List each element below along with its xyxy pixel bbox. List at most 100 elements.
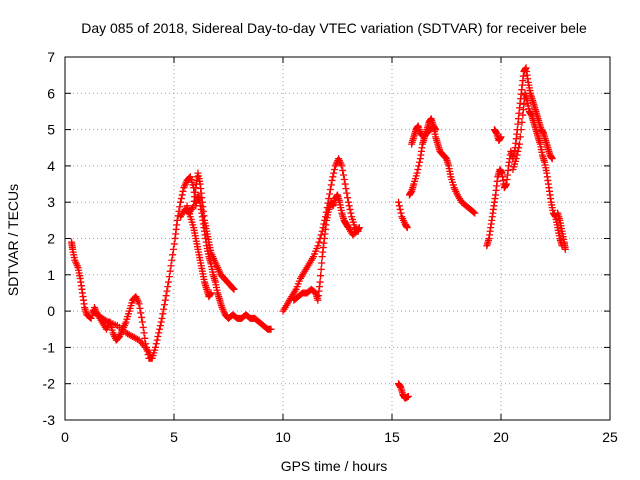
data-point — [318, 259, 326, 267]
data-point — [403, 224, 411, 232]
data-point — [315, 238, 323, 246]
data-point — [432, 126, 440, 134]
data-point — [316, 278, 324, 286]
x-tick-label: 5 — [170, 429, 178, 445]
data-point — [163, 287, 171, 295]
data-point — [169, 245, 177, 253]
data-point — [329, 173, 337, 181]
data-point — [151, 343, 159, 351]
data-point — [517, 126, 525, 134]
y-tick-label: 5 — [47, 122, 55, 138]
data-point — [156, 325, 164, 333]
data-point — [178, 191, 186, 199]
data-point — [154, 333, 162, 341]
x-tick-label: 20 — [493, 429, 509, 445]
data-point — [515, 144, 523, 152]
axis-ticks: 0 5 10 15 20 25 -3 -2 -1 0 1 2 3 4 5 6 7 — [43, 49, 618, 445]
data-point — [328, 176, 336, 184]
data-point — [415, 162, 423, 170]
data-point — [153, 336, 161, 344]
data-point — [314, 242, 322, 250]
y-tick-label: 6 — [47, 85, 55, 101]
y-tick-label: 0 — [47, 303, 55, 319]
data-point — [342, 185, 350, 193]
data-point — [177, 195, 185, 203]
data-point — [327, 181, 335, 189]
data-point — [135, 300, 143, 308]
plot-frame — [64, 56, 611, 421]
data-point — [346, 205, 354, 213]
y-tick-label: 3 — [47, 194, 55, 210]
data-point — [160, 305, 168, 313]
data-point — [159, 310, 167, 318]
data-point — [158, 314, 166, 322]
data-point — [169, 251, 177, 259]
data-point — [138, 318, 146, 326]
data-point — [165, 273, 173, 281]
y-axis-label: SDTVAR / TECUs — [5, 184, 21, 296]
data-point — [167, 262, 175, 270]
data-point — [326, 185, 334, 193]
data-point — [317, 231, 325, 239]
data-point — [170, 240, 178, 248]
y-tick-label: 4 — [47, 158, 55, 174]
data-point — [156, 322, 164, 330]
data-point — [347, 209, 355, 217]
data-point — [164, 283, 172, 291]
data-point — [338, 162, 346, 170]
data-point — [207, 289, 215, 297]
data-point — [177, 198, 185, 206]
data-point — [139, 323, 147, 331]
data-point — [341, 180, 349, 188]
y-tick-label: -3 — [43, 412, 56, 428]
data-point — [470, 208, 478, 216]
data-point — [471, 209, 479, 217]
x-tick-label: 15 — [384, 429, 400, 445]
data-point — [162, 292, 170, 300]
data-point — [138, 313, 146, 321]
data-point — [325, 195, 333, 203]
data-point — [513, 151, 521, 159]
data-point — [161, 296, 169, 304]
data-point — [339, 171, 347, 179]
data-point — [317, 272, 325, 280]
data-point — [395, 198, 403, 206]
data-point — [416, 158, 424, 166]
data-point — [397, 209, 405, 217]
data-point — [497, 133, 505, 141]
data-point — [146, 351, 154, 359]
data-point — [165, 278, 173, 286]
data-point — [512, 155, 520, 163]
data-point — [414, 166, 422, 174]
data-point — [166, 267, 174, 275]
y-tick-label: 2 — [47, 231, 55, 247]
data-point — [516, 140, 524, 148]
data-point — [344, 198, 352, 206]
data-point — [340, 176, 348, 184]
data-point — [514, 147, 522, 155]
x-axis-label: GPS time / hours — [281, 458, 388, 474]
x-tick-label: 25 — [602, 429, 618, 445]
data-point — [339, 166, 347, 174]
data-point — [326, 190, 334, 198]
y-tick-label: 7 — [47, 49, 55, 65]
data-point — [155, 329, 163, 337]
chart-title: Day 085 of 2018, Sidereal Day-to-day VTE… — [81, 20, 587, 36]
data-point — [548, 155, 556, 163]
data-point — [140, 329, 148, 337]
data-point — [141, 334, 149, 342]
data-point — [404, 392, 412, 400]
data-point — [516, 133, 524, 141]
data-point — [157, 318, 165, 326]
y-tick-label: -2 — [43, 376, 56, 392]
data-point — [179, 187, 187, 195]
data-point — [413, 169, 421, 177]
data-point — [395, 202, 403, 210]
data-point — [345, 202, 353, 210]
data-point — [355, 224, 363, 232]
data-point — [136, 304, 144, 312]
data-points — [68, 64, 569, 402]
x-tick-label: 0 — [61, 429, 69, 445]
data-point — [152, 340, 160, 348]
